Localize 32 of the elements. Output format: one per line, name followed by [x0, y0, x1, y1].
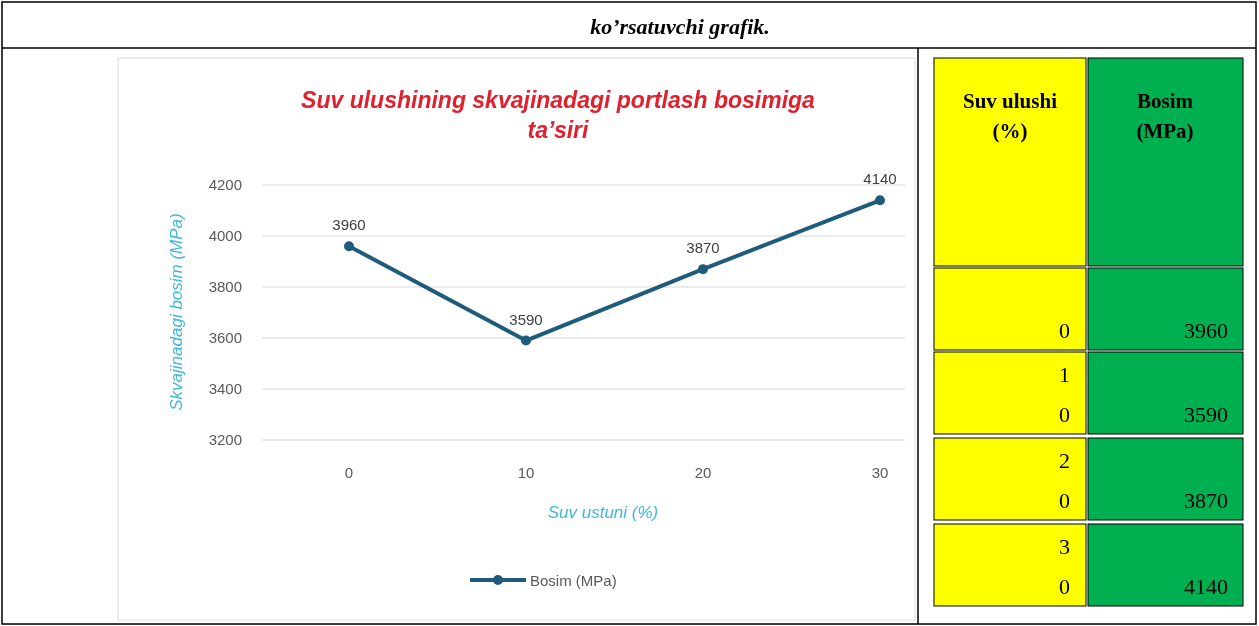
data-label: 4140	[863, 170, 897, 188]
y-tick-label: 3600	[208, 329, 242, 346]
text: Suv ulushi (%)	[963, 89, 1058, 143]
x-tick-label: 0	[344, 464, 354, 481]
text: 3590	[1184, 402, 1228, 427]
text: 4140	[1184, 574, 1228, 599]
text: 3870	[1184, 488, 1228, 513]
text: 0	[1059, 318, 1070, 343]
x-axis-title: Suv ustuni (%)	[547, 503, 659, 522]
text: ko’rsatuvchi grafik.	[590, 14, 770, 39]
y-tick-label: 3400	[208, 380, 242, 397]
y-tick-label: 3800	[208, 278, 242, 295]
y-tick-label: 3200	[208, 431, 242, 448]
point	[698, 264, 708, 275]
point	[344, 241, 354, 252]
x-tick-label: 10	[517, 464, 535, 481]
x-tick-label: 30	[871, 464, 889, 481]
point	[521, 335, 531, 346]
text: 10	[1059, 362, 1070, 427]
point	[875, 195, 885, 206]
x-tick-label: 20	[694, 464, 712, 481]
y-tick-label: 4000	[208, 227, 242, 244]
legend-label: Bosim (MPa)	[530, 572, 617, 589]
text: 3960	[1184, 318, 1228, 343]
y-tick-label: 4200	[208, 176, 242, 193]
text: Bosim (MPa)	[1136, 89, 1194, 143]
data-label: 3590	[509, 310, 543, 328]
y-axis-title: Skvajinadagi bosim (MPa)	[167, 213, 186, 411]
data-label: 3870	[686, 239, 720, 257]
text: 30	[1059, 534, 1070, 599]
data-label: 3960	[332, 216, 366, 234]
chart-title: Suv ulushining skvajinadagi portlash bosimiga ta’siri	[301, 87, 816, 143]
